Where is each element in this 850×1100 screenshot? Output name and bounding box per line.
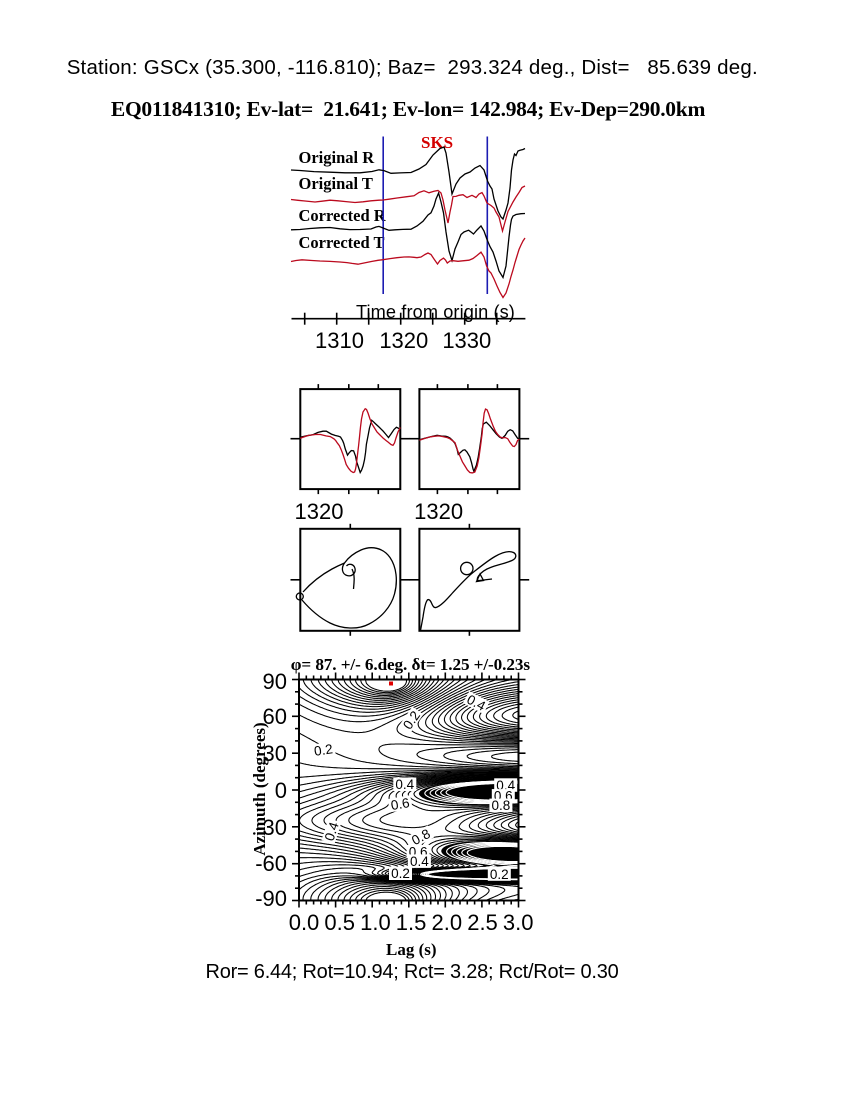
svg-text:0.4: 0.4 [410, 854, 429, 869]
svg-text:0.6: 0.6 [390, 795, 411, 813]
svg-text:0.2: 0.2 [313, 741, 334, 758]
svg-text:0.2: 0.2 [391, 866, 410, 881]
svg-text:0.8: 0.8 [492, 798, 511, 813]
svg-text:0.4: 0.4 [395, 777, 414, 792]
svg-text:0.2: 0.2 [490, 867, 509, 882]
svg-text:0.4: 0.4 [322, 820, 342, 843]
